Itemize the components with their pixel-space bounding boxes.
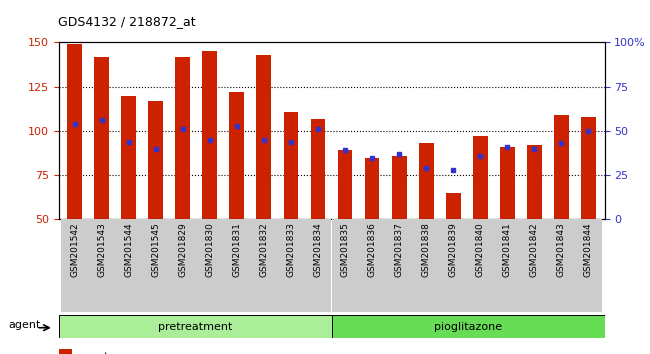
Bar <box>283 112 298 219</box>
Text: pioglitazone: pioglitazone <box>434 321 502 332</box>
Text: GSM201829: GSM201829 <box>178 222 187 277</box>
Text: GSM201545: GSM201545 <box>151 222 161 277</box>
Text: GSM201834: GSM201834 <box>313 222 322 277</box>
Bar <box>122 96 136 219</box>
Text: GSM201830: GSM201830 <box>205 222 214 277</box>
Text: GDS4132 / 218872_at: GDS4132 / 218872_at <box>58 15 196 28</box>
Bar <box>359 219 385 312</box>
Bar <box>224 219 250 312</box>
Bar <box>548 219 575 312</box>
Bar <box>575 219 602 312</box>
Bar <box>257 55 271 219</box>
Bar <box>202 51 217 219</box>
Text: GSM201831: GSM201831 <box>233 222 241 277</box>
Text: GSM201842: GSM201842 <box>530 222 539 277</box>
Text: pretreatment: pretreatment <box>158 321 232 332</box>
Bar <box>250 219 278 312</box>
Bar <box>196 219 224 312</box>
Text: GSM201544: GSM201544 <box>124 222 133 277</box>
Text: GSM201543: GSM201543 <box>98 222 106 277</box>
Text: GSM201836: GSM201836 <box>367 222 376 277</box>
Text: GSM201542: GSM201542 <box>70 222 79 277</box>
Bar <box>58 315 332 338</box>
Bar <box>526 145 541 219</box>
Bar <box>278 219 304 312</box>
Bar <box>446 193 461 219</box>
Bar <box>94 57 109 219</box>
Bar <box>581 117 595 219</box>
Text: GSM201840: GSM201840 <box>476 222 485 277</box>
Text: GSM201841: GSM201841 <box>502 222 512 277</box>
Bar <box>332 219 359 312</box>
Bar <box>332 315 604 338</box>
Bar <box>142 219 169 312</box>
Text: agent: agent <box>9 320 41 330</box>
Bar <box>419 143 434 219</box>
Bar <box>148 101 163 219</box>
Text: GSM201843: GSM201843 <box>557 222 566 277</box>
Bar <box>169 219 196 312</box>
Bar <box>115 219 142 312</box>
Text: GSM201835: GSM201835 <box>341 222 350 277</box>
Text: GSM201832: GSM201832 <box>259 222 268 277</box>
Bar <box>365 158 380 219</box>
Bar <box>68 44 82 219</box>
Bar <box>494 219 521 312</box>
Bar <box>61 219 88 312</box>
Bar <box>58 349 72 354</box>
Bar <box>88 219 115 312</box>
Bar <box>337 150 352 219</box>
Bar <box>229 92 244 219</box>
Bar <box>385 219 413 312</box>
Text: GSM201839: GSM201839 <box>448 222 458 277</box>
Bar <box>473 136 488 219</box>
Bar <box>439 219 467 312</box>
Bar <box>500 147 515 219</box>
Bar <box>304 219 332 312</box>
Bar <box>554 115 569 219</box>
Text: GSM201837: GSM201837 <box>395 222 404 277</box>
Text: GSM201838: GSM201838 <box>422 222 430 277</box>
Text: GSM201844: GSM201844 <box>584 222 593 277</box>
Bar <box>467 219 494 312</box>
Bar <box>176 57 190 219</box>
Text: GSM201833: GSM201833 <box>287 222 296 277</box>
Bar <box>311 119 326 219</box>
Bar <box>392 156 406 219</box>
Text: count: count <box>77 352 109 354</box>
Bar <box>413 219 439 312</box>
Bar <box>521 219 548 312</box>
